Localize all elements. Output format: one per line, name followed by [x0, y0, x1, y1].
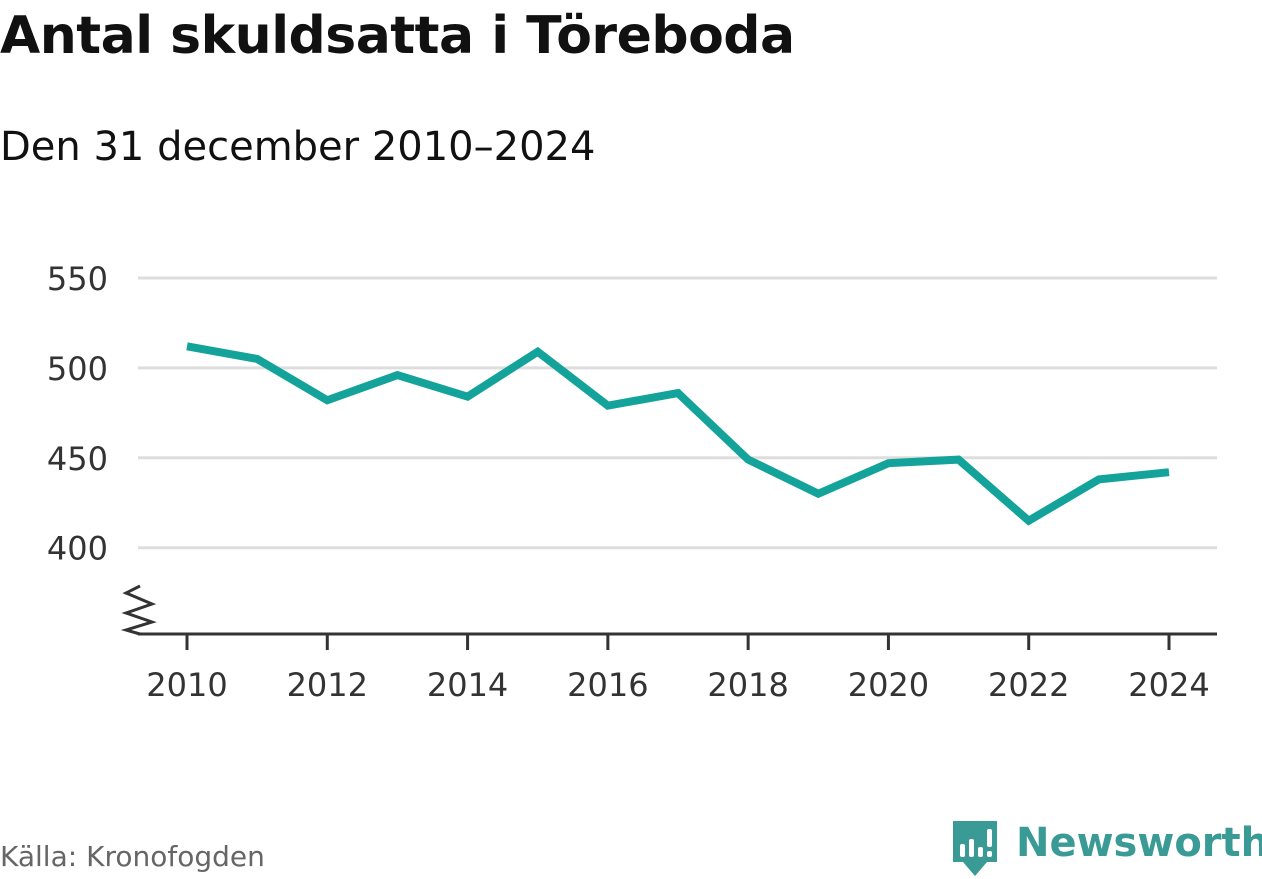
- series-line-0: [186, 342, 1170, 526]
- x-tick-label: 2022: [988, 666, 1069, 704]
- chart-title: Antal skuldsatta i Töreboda: [0, 6, 795, 66]
- source-note: Källa: Kronofogden: [0, 840, 265, 873]
- axis-break-icon: [120, 584, 157, 636]
- y-axis-ticks: 400 450 500 550: [47, 260, 108, 568]
- x-tick-label: 2014: [427, 666, 508, 704]
- x-tick-label: 2016: [567, 666, 648, 704]
- x-tick-label: 2010: [146, 666, 227, 704]
- y-tick-label: 450: [47, 440, 108, 478]
- y-tick-label: 550: [47, 260, 108, 298]
- y-tick-label: 500: [47, 350, 108, 388]
- series-group: [186, 342, 1170, 526]
- x-axis-ticks: 2010 2012 2014 2016 2018 2020 2022 2024: [146, 634, 1210, 704]
- x-tick-label: 2020: [848, 666, 929, 704]
- chart-subtitle: Den 31 december 2010–2024: [0, 124, 596, 170]
- brand-logo: Newsworthy: [950, 818, 1262, 878]
- x-tick-label: 2018: [707, 666, 788, 704]
- x-tick-label: 2012: [287, 666, 368, 704]
- x-tick-label: 2024: [1128, 666, 1209, 704]
- gridlines: [138, 276, 1217, 550]
- y-tick-label: 400: [47, 530, 108, 568]
- brand-name: Newsworthy: [1016, 820, 1262, 866]
- newsworthy-logo-icon: [953, 821, 997, 876]
- x-axis: [120, 584, 1217, 636]
